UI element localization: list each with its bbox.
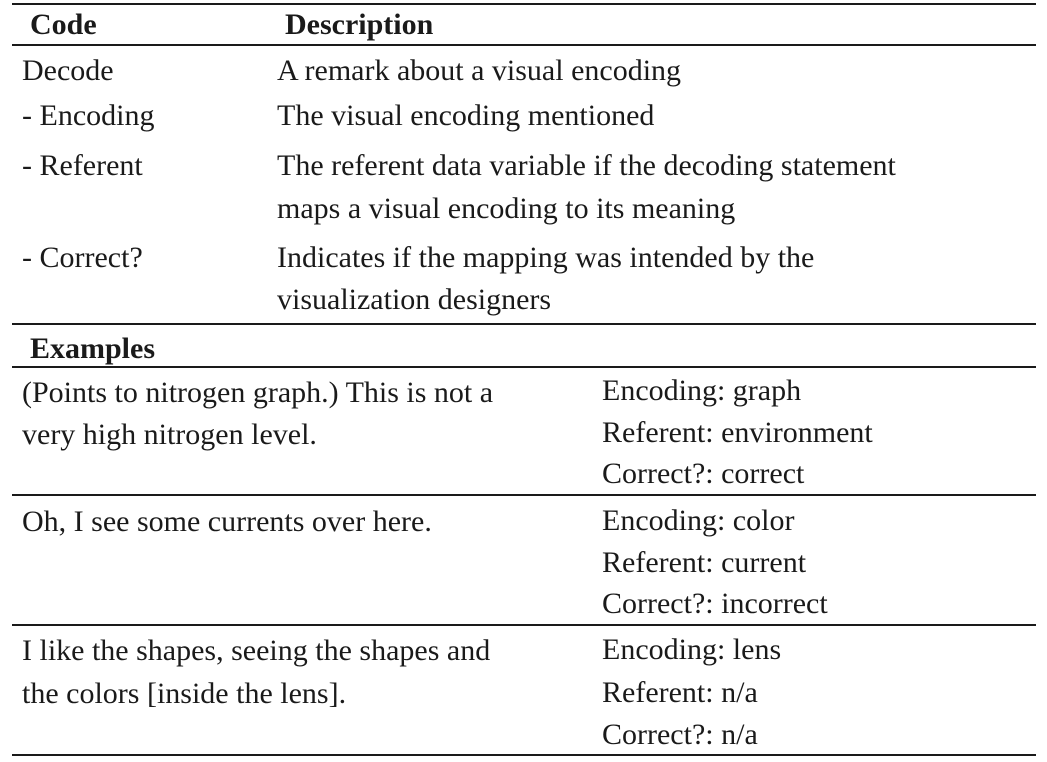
- example-3-referent: Referent: n/a: [602, 676, 758, 709]
- example-3-quote-line1: I like the shapes, seeing the shapes and: [22, 634, 491, 667]
- code-decode: Decode: [22, 54, 114, 87]
- example-1-correct: Correct?: correct: [602, 457, 805, 490]
- desc-referent-line1: The referent data variable if the decodi…: [277, 149, 896, 182]
- top-rule: [12, 3, 1036, 5]
- example-1-quote-line1: (Points to nitrogen graph.) This is not …: [22, 376, 494, 409]
- example-2-encoding: Encoding: color: [602, 504, 795, 537]
- example-1-encoding: Encoding: graph: [602, 374, 802, 407]
- coding-scheme-table: Code Description Decode A remark about a…: [12, 0, 1036, 760]
- code-encoding: - Encoding: [22, 99, 155, 132]
- desc-correct-line2: visualization designers: [277, 283, 552, 316]
- desc-decode: A remark about a visual encoding: [277, 54, 682, 87]
- desc-correct-line1: Indicates if the mapping was intended by…: [277, 241, 815, 274]
- example-2-correct: Correct?: incorrect: [602, 587, 828, 620]
- example-3-encoding: Encoding: lens: [602, 633, 782, 666]
- code-correct: - Correct?: [22, 241, 143, 274]
- example-2-bottom-rule: [12, 624, 1036, 626]
- desc-encoding: The visual encoding mentioned: [277, 99, 655, 132]
- example-2-referent: Referent: current: [602, 546, 807, 579]
- header-code: Code: [30, 8, 97, 41]
- example-3-quote-line2: the colors [inside the lens].: [22, 677, 347, 710]
- examples-header-rule: [12, 366, 1036, 368]
- example-2-quote-line1: Oh, I see some currents over here.: [22, 505, 432, 538]
- examples-header: Examples: [30, 332, 156, 365]
- header-rule: [12, 44, 1036, 46]
- code-referent: - Referent: [22, 149, 143, 182]
- bottom-rule: [12, 754, 1036, 756]
- example-1-referent: Referent: environment: [602, 416, 873, 449]
- example-3-correct: Correct?: n/a: [602, 718, 758, 751]
- example-1-quote-line2: very high nitrogen level.: [22, 418, 317, 451]
- header-description: Description: [285, 8, 434, 41]
- desc-referent-line2: maps a visual encoding to its meaning: [277, 192, 736, 225]
- example-1-bottom-rule: [12, 494, 1036, 496]
- codes-bottom-rule: [12, 323, 1036, 325]
